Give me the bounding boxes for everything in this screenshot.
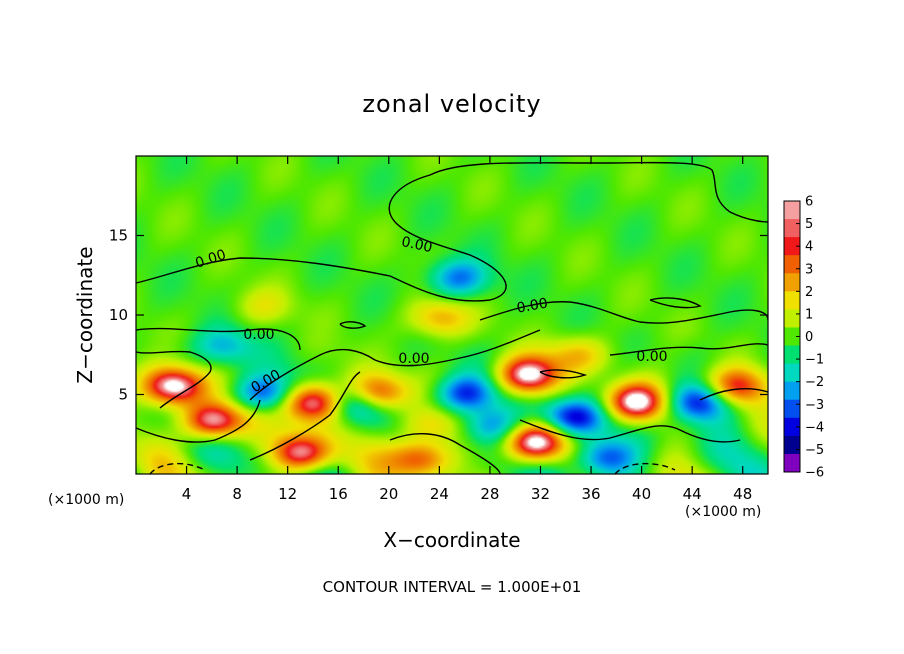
colorbar-segment [784,381,800,401]
colorbar-segment [784,309,800,328]
contour-line [136,350,212,409]
x-tick-label: 20 [379,485,398,503]
contour-line [519,419,741,443]
x-tick-label: 32 [531,485,550,503]
colorbar-tick-label: 0 [805,330,813,345]
contour-label: 0.00 [398,351,429,367]
colorbar-segment [784,435,800,455]
colorbar-tick-label: −5 [805,443,824,458]
contour-line [136,399,261,443]
contour-line [136,327,301,351]
colorbar-tick-label: −4 [805,420,824,435]
contour-line [699,388,768,401]
contour-line-dashed [614,462,676,474]
contour-line [249,371,361,461]
x-tick-label: 36 [581,485,600,503]
contour-label: 0.00 [400,234,434,256]
colorbar-tick-label: −1 [805,353,824,368]
contour-lines [136,161,768,474]
colorbar-segment [784,345,800,365]
colorbar-segment [784,363,800,383]
contour-line [339,321,367,329]
contour-labels: 0.00 0.00 0.00 0.00 0.00 0.00 0.00 [193,234,667,396]
heatmap-image [136,156,768,474]
colorbar-tick-label: 2 [805,285,813,300]
x-axis-unit: (×1000 m) [48,492,124,508]
x-tick-label: 28 [480,485,499,503]
chart-title: zonal velocity [362,90,541,118]
contour-line [609,343,768,356]
contour-line [136,161,768,302]
x-tick-label: 12 [278,485,297,503]
contour-line [649,297,702,309]
y-tick-label: 15 [109,227,128,245]
x-tick-label: 16 [329,485,348,503]
contour-line-dashed [149,463,206,474]
x-tick-label: 8 [232,485,242,503]
colorbar-segment [784,291,800,310]
colorbar-segment [784,237,800,256]
colorbar-tick-label: 6 [805,195,813,210]
colorbar-segment [784,219,800,238]
y-tick-label: 10 [109,306,128,324]
colorbar-tick-label: 4 [805,240,813,255]
colorbar-tick-label: −2 [805,375,824,390]
contour-line [389,432,501,474]
x-tick-label: 40 [632,485,651,503]
colorbar-segment [784,453,800,473]
colorbar-tick-label: 1 [805,307,813,322]
contour-label: 0.00 [636,349,667,365]
colorbar-tick-label: 5 [805,217,813,232]
colorbar-tick-label: 3 [805,262,813,277]
colorbar-segment [784,327,800,347]
contour-label: 0.00 [516,295,549,316]
x-tick-label: 4 [182,485,192,503]
colorbar-segment [784,399,800,419]
y-axis-label: Z−coordinate [73,246,97,383]
x-axis-ticks: 4 8 12 16 20 24 28 32 36 40 44 48 [182,156,752,503]
x-axis-label: X−coordinate [383,528,520,552]
colorbar-segment [784,273,800,292]
y-axis-unit: (×1000 m) [685,504,761,520]
colorbar-segment [784,417,800,437]
contour-line [539,369,588,379]
contour-label: 0.00 [243,327,274,343]
x-tick-label: 24 [430,485,449,503]
contour-interval-text: CONTOUR INTERVAL = 1.000E+01 [323,578,582,596]
x-tick-label: 44 [683,485,702,503]
contour-line [479,301,768,324]
colorbar-segment [784,201,800,220]
colorbar-tick-label: −3 [805,398,824,413]
colorbar-tick-label: −6 [805,466,824,481]
y-axis-ticks: 5 10 15 [109,227,768,404]
colorbar: 6 5 4 3 2 1 0 −1 −2 −3 −4 −5 −6 [783,195,824,481]
x-tick-label: 48 [733,485,752,503]
colorbar-segment [784,255,800,274]
y-tick-label: 5 [118,386,128,404]
plot-area: 0.00 0.00 0.00 0.00 0.00 0.00 0.00 [135,155,769,475]
contour-line [249,329,541,401]
